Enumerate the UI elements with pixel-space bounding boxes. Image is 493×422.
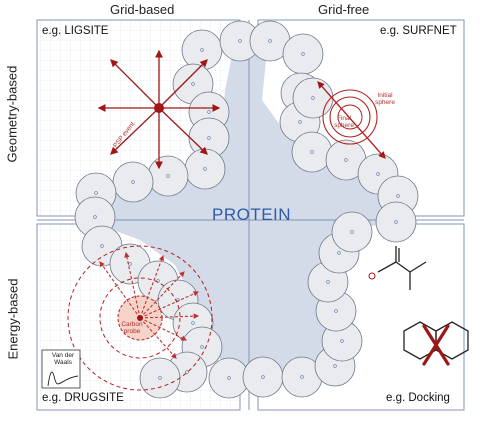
column-header-grid-free: Grid-free [318, 2, 370, 17]
atom-circle [147, 155, 189, 197]
atom-center [298, 120, 302, 124]
atom-center [394, 220, 398, 224]
atom-circle [331, 211, 373, 253]
atom-center [166, 174, 170, 178]
atom-circle [184, 148, 226, 190]
row-header-energy-based: Energy-based [5, 278, 21, 360]
psp-arrows [97, 49, 221, 170]
van-der-waals-line-2: Waals [54, 359, 72, 366]
atom-center [300, 375, 304, 379]
ligand-structure [368, 246, 427, 290]
carbon-probe-line-1: Carbon [121, 321, 143, 328]
atom-center [238, 39, 242, 43]
atom-circles [74, 20, 419, 399]
initial-sphere-line-1: Initial [377, 92, 393, 99]
atom-center [200, 345, 204, 349]
van-der-waals-line-1: Van der [51, 352, 75, 359]
atom-center [310, 150, 314, 154]
atom-center [396, 194, 400, 198]
carbon-probe-line-2: probe [123, 328, 141, 335]
row-header-geometry-based: Geometry-based [4, 65, 20, 163]
atom-center [191, 82, 195, 86]
atom-center [203, 167, 207, 171]
atom-center [376, 172, 380, 176]
column-header-grid-based: Grid-based [110, 2, 175, 17]
atom-center [301, 52, 305, 56]
quadrant-label-surfnet: e.g. SURFNET [380, 25, 457, 37]
atom-center [227, 376, 231, 380]
protein-label: PROTEIN [212, 205, 292, 224]
atom-circle [139, 357, 181, 399]
atom-circle [242, 356, 284, 398]
quadrant-label-ligsite: e.g. LIGSITE [42, 25, 109, 37]
drugsite-probe [67, 245, 213, 391]
atom-center [268, 39, 272, 43]
atom-circle [282, 33, 324, 75]
final-sphere-line-1: Final [336, 115, 352, 122]
atom-center [311, 96, 315, 100]
atom-circle [291, 131, 333, 173]
atom-circle [292, 77, 334, 119]
atom-center [100, 244, 104, 248]
atom-center [261, 375, 265, 379]
atom-center [344, 158, 348, 162]
atom-center [207, 136, 211, 140]
psp-grid-point [154, 103, 164, 113]
benzene-structure [403, 321, 469, 360]
final-sphere-line-2: sphere [334, 122, 354, 129]
atom-center [94, 191, 98, 195]
atom-center [93, 215, 97, 219]
quadrant-label-docking: e.g. Docking [386, 392, 450, 404]
atom-center [326, 280, 330, 284]
carbon-probe-label: Carbon probe [117, 321, 147, 335]
initial-sphere-line-2: sphere [375, 99, 395, 106]
atom-circle [112, 161, 154, 203]
atom-center [158, 376, 162, 380]
atom-circle [181, 29, 223, 71]
atom-center [207, 110, 211, 114]
atom-center [200, 48, 204, 52]
atom-center [337, 251, 341, 255]
atom-center [334, 309, 338, 313]
atom-circle [375, 201, 417, 243]
atom-center [333, 364, 337, 368]
atom-center [191, 321, 195, 325]
atom-center [350, 230, 354, 234]
atom-center [340, 339, 344, 343]
initial-sphere-label: Initial sphere [370, 92, 400, 106]
final-sphere-label: Final sphere [331, 115, 357, 129]
atom-center [131, 180, 135, 184]
rejected-cross-icon [422, 324, 450, 366]
vdw-plot [41, 349, 81, 389]
van-der-waals-label: Van der Waals [48, 352, 78, 366]
quadrant-label-drugsite: e.g. DRUGSITE [42, 392, 124, 404]
surfnet-spheres [317, 81, 386, 159]
atom-center [185, 370, 189, 374]
